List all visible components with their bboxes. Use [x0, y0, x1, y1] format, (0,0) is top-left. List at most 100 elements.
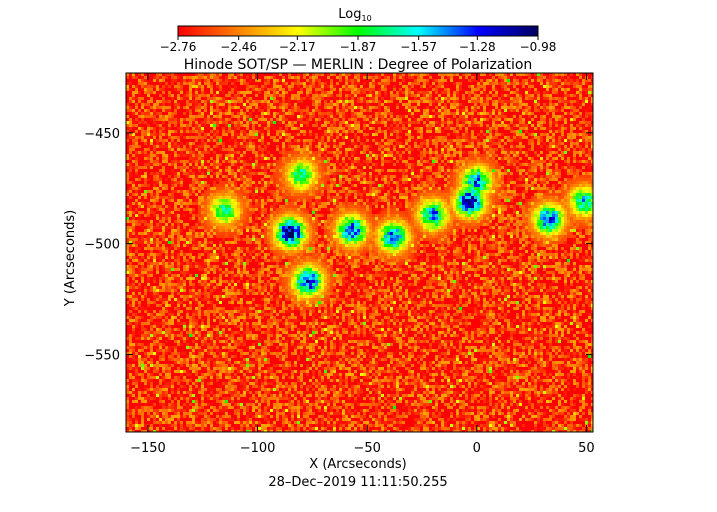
heatmap-cell: [351, 139, 354, 142]
heatmap-cell: [186, 136, 189, 139]
heatmap-cell: [372, 112, 375, 115]
heatmap-cell: [210, 136, 213, 139]
heatmap-cell: [486, 136, 489, 139]
heatmap-cell: [543, 163, 546, 166]
heatmap-cell: [285, 91, 288, 94]
heatmap-cell: [390, 73, 393, 76]
heatmap-cell: [555, 106, 558, 109]
heatmap-cell: [378, 82, 381, 85]
heatmap-cell: [498, 94, 501, 97]
heatmap-cell: [321, 124, 324, 127]
heatmap-cell: [450, 79, 453, 82]
heatmap-cell: [513, 103, 516, 106]
heatmap-cell: [516, 148, 519, 151]
heatmap-cell: [417, 166, 420, 169]
heatmap-cell: [186, 103, 189, 106]
heatmap-cell: [219, 88, 222, 91]
heatmap-cell: [552, 130, 555, 133]
heatmap-cell: [435, 124, 438, 127]
heatmap-cell: [333, 166, 336, 169]
heatmap-cell: [372, 82, 375, 85]
heatmap-cell: [492, 142, 495, 145]
heatmap-cell: [354, 85, 357, 88]
heatmap-cell: [573, 76, 576, 79]
heatmap-cell: [483, 82, 486, 85]
heatmap-cell: [357, 142, 360, 145]
heatmap-cell: [222, 103, 225, 106]
heatmap-cell: [321, 154, 324, 157]
heatmap-cell: [480, 148, 483, 151]
heatmap-cell: [318, 76, 321, 79]
heatmap-cell: [438, 160, 441, 163]
heatmap-cell: [453, 151, 456, 154]
heatmap-cell: [264, 133, 267, 136]
heatmap-cell: [516, 73, 519, 76]
heatmap-cell: [300, 79, 303, 82]
heatmap-cell: [564, 94, 567, 97]
heatmap-cell: [456, 97, 459, 100]
heatmap-cell: [387, 97, 390, 100]
heatmap-cell: [399, 94, 402, 97]
heatmap-cell: [540, 151, 543, 154]
heatmap-cell: [372, 160, 375, 163]
heatmap-cell: [381, 166, 384, 169]
heatmap-cell: [309, 73, 312, 76]
heatmap-cell: [216, 130, 219, 133]
heatmap-cell: [207, 124, 210, 127]
heatmap-cell: [264, 88, 267, 91]
heatmap-cell: [465, 106, 468, 109]
heatmap-cell: [570, 133, 573, 136]
heatmap-cell: [246, 82, 249, 85]
heatmap-cell: [234, 130, 237, 133]
heatmap-cell: [285, 109, 288, 112]
heatmap-cell: [420, 82, 423, 85]
heatmap-cell: [240, 100, 243, 103]
heatmap-cell: [306, 124, 309, 127]
heatmap-cell: [129, 139, 132, 142]
heatmap-cell: [330, 166, 333, 169]
heatmap-cell: [282, 94, 285, 97]
heatmap-cell: [348, 103, 351, 106]
heatmap-cell: [171, 157, 174, 160]
heatmap-cell: [552, 151, 555, 154]
heatmap-cell: [222, 121, 225, 124]
heatmap-cell: [576, 76, 579, 79]
heatmap-cell: [366, 91, 369, 94]
heatmap-cell: [327, 139, 330, 142]
heatmap-cell: [192, 133, 195, 136]
heatmap-cell: [396, 139, 399, 142]
heatmap-cell: [252, 154, 255, 157]
heatmap-cell: [198, 82, 201, 85]
heatmap-cell: [351, 166, 354, 169]
heatmap-cell: [552, 145, 555, 148]
heatmap-cell: [183, 154, 186, 157]
heatmap-cell: [264, 157, 267, 160]
heatmap-cell: [159, 91, 162, 94]
heatmap-cell: [342, 106, 345, 109]
heatmap-cell: [570, 163, 573, 166]
heatmap-cell: [324, 85, 327, 88]
heatmap-cell: [219, 142, 222, 145]
heatmap-cell: [312, 163, 315, 166]
heatmap-cell: [306, 91, 309, 94]
heatmap-cell: [279, 163, 282, 166]
heatmap-cell: [342, 100, 345, 103]
heatmap-cell: [585, 118, 588, 121]
heatmap-cell: [222, 79, 225, 82]
heatmap-cell: [276, 136, 279, 139]
heatmap-cell: [384, 73, 387, 76]
heatmap-cell: [411, 139, 414, 142]
heatmap-cell: [507, 154, 510, 157]
heatmap-cell: [162, 160, 165, 163]
heatmap-cell: [315, 118, 318, 121]
heatmap-cell: [432, 127, 435, 130]
heatmap-cell: [405, 115, 408, 118]
heatmap-cell: [249, 100, 252, 103]
heatmap-cell: [363, 133, 366, 136]
heatmap-cell: [354, 163, 357, 166]
heatmap-cell: [183, 160, 186, 163]
heatmap-cell: [219, 73, 222, 76]
heatmap-cell: [444, 91, 447, 94]
heatmap-cell: [486, 94, 489, 97]
heatmap-cell: [450, 91, 453, 94]
